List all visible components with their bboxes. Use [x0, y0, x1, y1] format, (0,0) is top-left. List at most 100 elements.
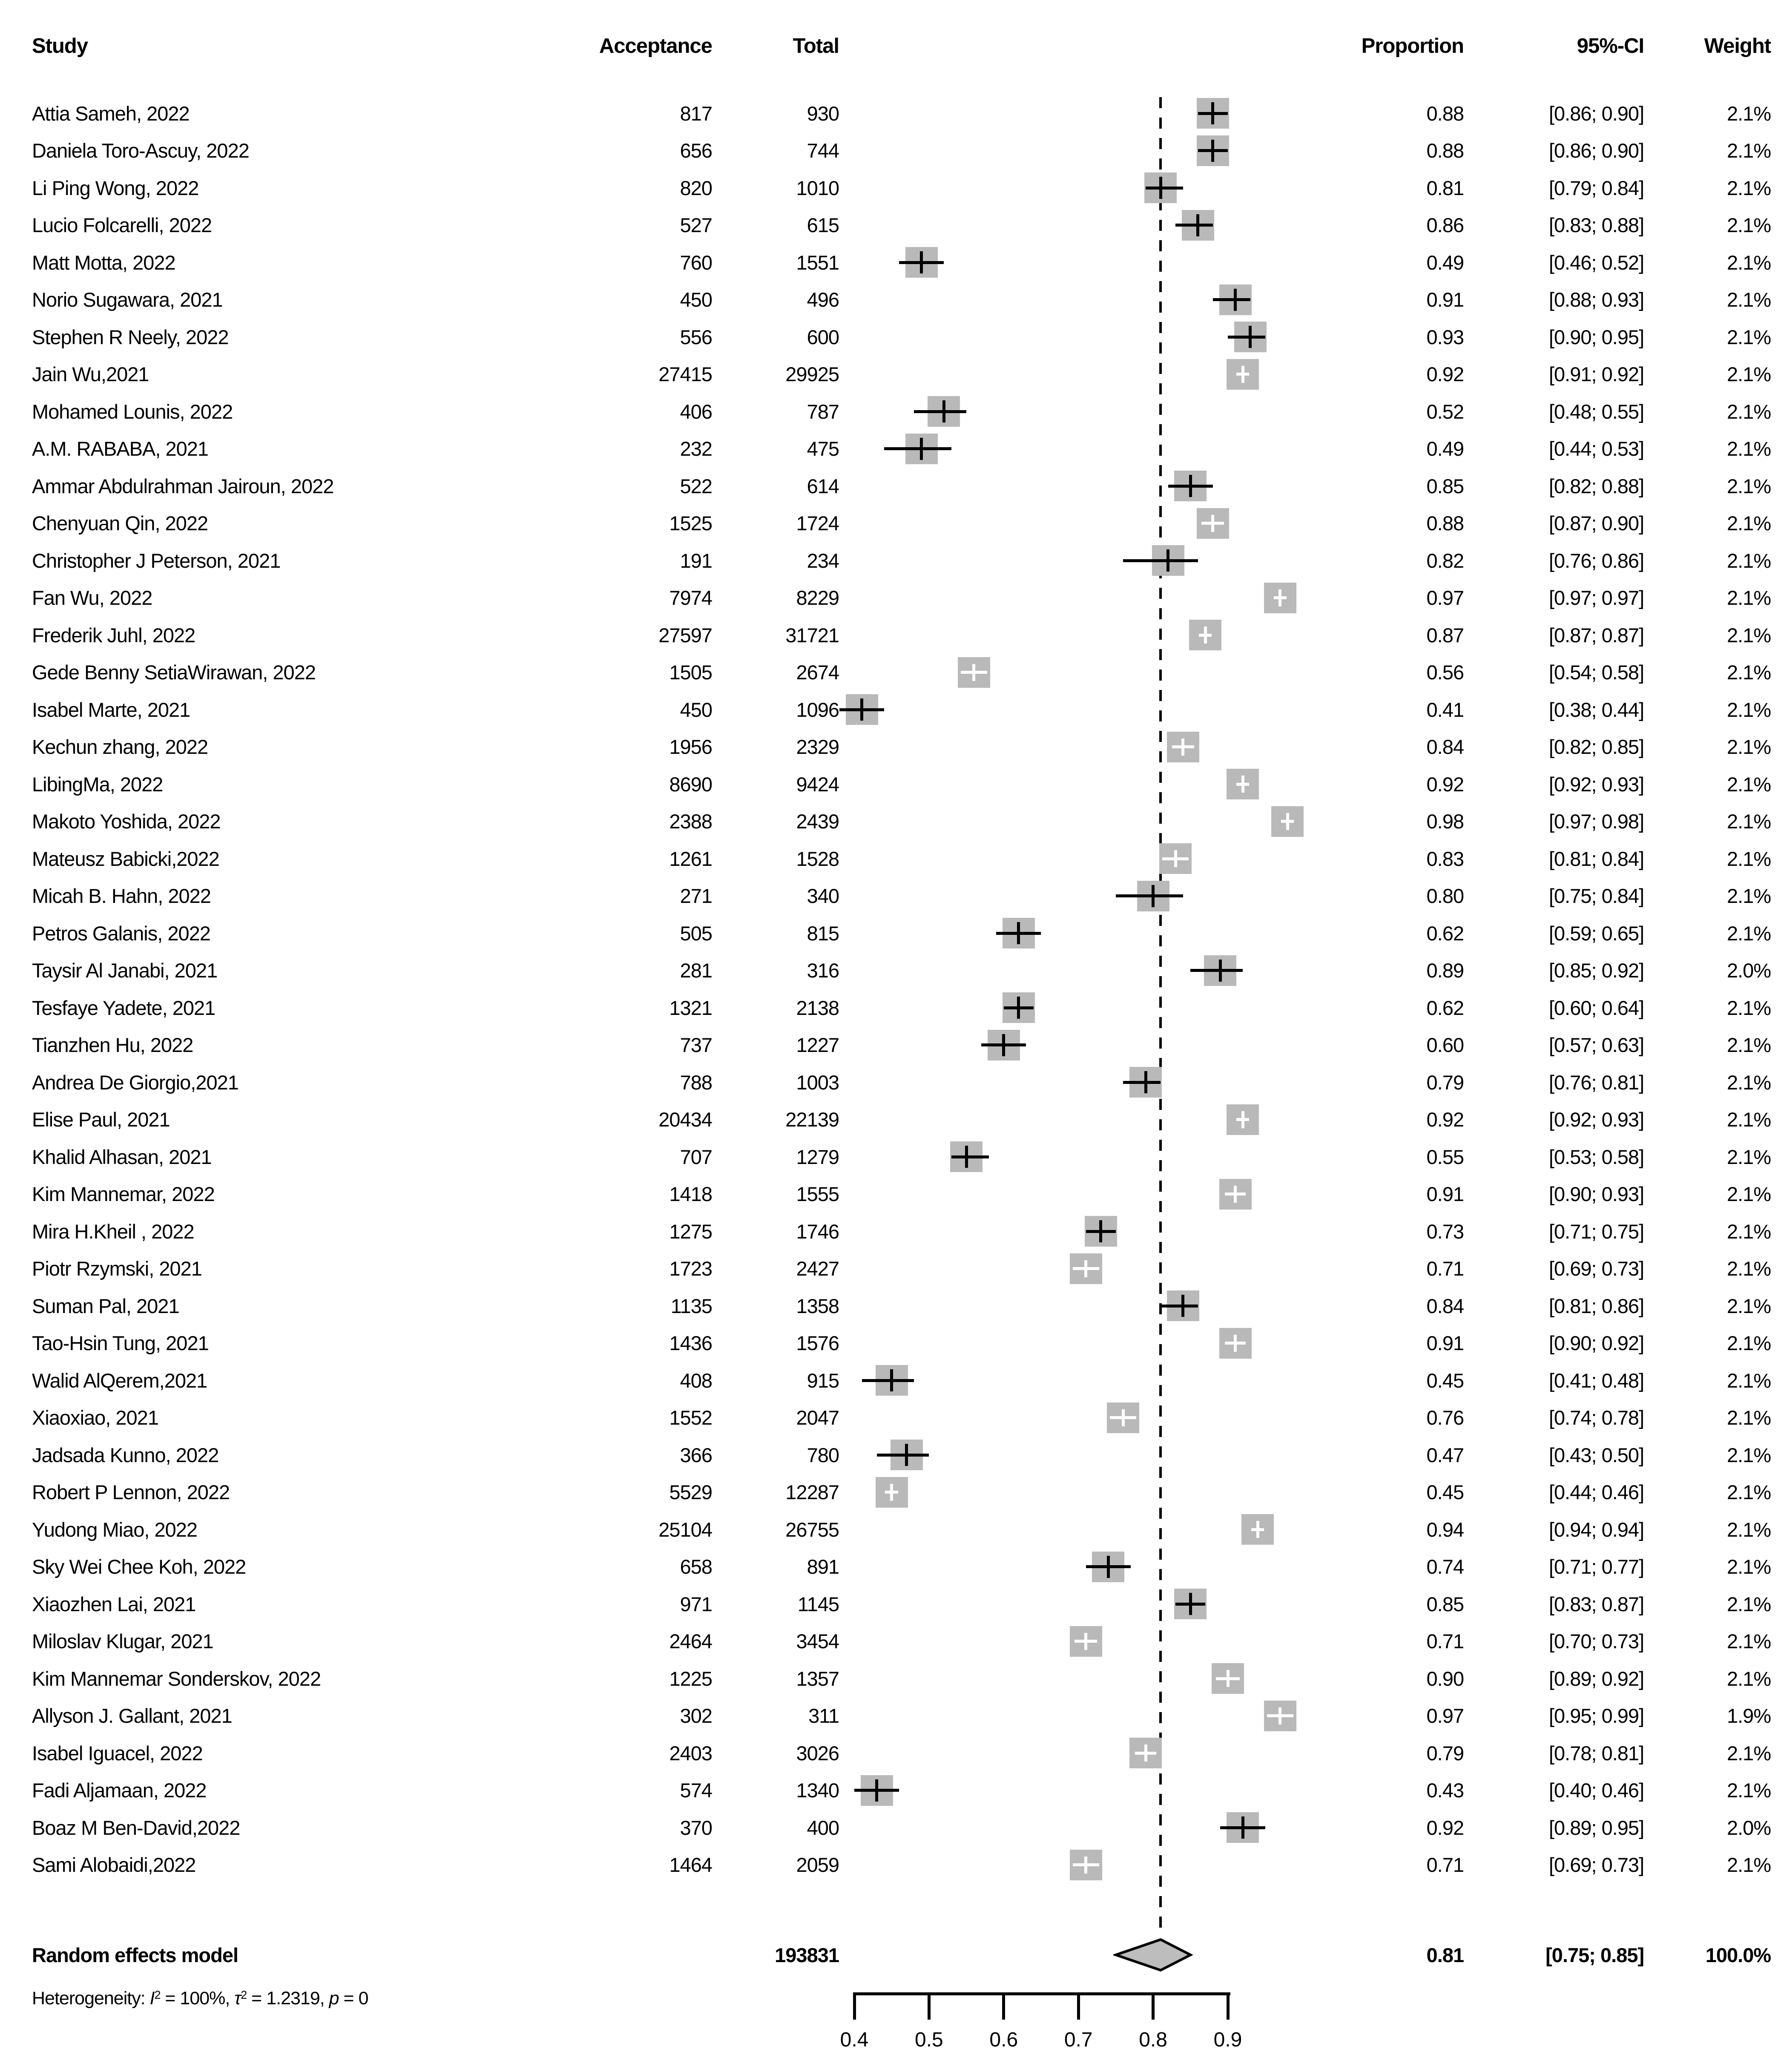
ci-value: [0.78; 0.81] — [1549, 1742, 1644, 1765]
acceptance-value: 2403 — [669, 1742, 713, 1765]
study-name: Mateusz Babicki,2022 — [32, 847, 220, 870]
acceptance-value: 1464 — [669, 1854, 713, 1876]
table-row: Fan Wu, 2022 7974 8229 0.97 [0.97; 0.97]… — [0, 579, 1787, 617]
weight-value: 2.1% — [1727, 698, 1771, 721]
ci-line — [1123, 559, 1198, 562]
proportion-value: 0.92 — [1426, 773, 1464, 796]
total-value: 31721 — [785, 624, 839, 647]
total-value: 1358 — [796, 1294, 839, 1317]
study-name: Ammar Abdulrahman Jairoun, 2022 — [32, 474, 334, 497]
table-row: Tianzhen Hu, 2022 737 1227 0.60 [0.57; 0… — [0, 1026, 1787, 1064]
proportion-value: 0.79 — [1426, 1742, 1464, 1765]
total-value: 2329 — [796, 736, 839, 758]
ci-value: [0.81; 0.84] — [1549, 847, 1644, 870]
point-estimate-tick — [1249, 326, 1252, 348]
table-row: Elise Paul, 2021 20434 22139 0.92 [0.92;… — [0, 1101, 1787, 1138]
total-value: 2427 — [796, 1257, 839, 1280]
proportion-value: 0.84 — [1426, 736, 1464, 758]
proportion-value: 0.45 — [1426, 1481, 1464, 1503]
study-name: Mohamed Lounis, 2022 — [32, 400, 233, 423]
study-name: Attia Sameh, 2022 — [32, 102, 190, 125]
ci-value: [0.91; 0.92] — [1549, 363, 1644, 385]
acceptance-value: 366 — [680, 1443, 713, 1466]
point-estimate-tick — [1218, 959, 1222, 982]
table-row: Matt Motta, 2022 760 1551 0.49 [0.46; 0.… — [0, 244, 1787, 281]
acceptance-value: 737 — [680, 1034, 713, 1056]
total-value: 787 — [807, 400, 839, 423]
total-value: 8229 — [796, 586, 839, 609]
acceptance-value: 281 — [680, 959, 713, 982]
table-row: Robert P Lennon, 2022 5529 12287 0.45 [0… — [0, 1474, 1787, 1511]
acceptance-value: 191 — [680, 549, 713, 572]
proportion-value: 0.92 — [1426, 1108, 1464, 1131]
total-value: 9424 — [796, 773, 839, 796]
proportion-value: 0.49 — [1426, 251, 1464, 274]
acceptance-value: 450 — [680, 698, 713, 721]
ci-value: [0.89; 0.95] — [1549, 1816, 1644, 1839]
study-name: Matt Motta, 2022 — [32, 251, 176, 274]
total-value: 1340 — [796, 1779, 839, 1802]
header-ci: 95%-CI — [1577, 34, 1644, 57]
total-value: 1724 — [796, 512, 839, 535]
het-tau-symbol: τ — [234, 1988, 241, 2009]
total-value: 1145 — [797, 1592, 839, 1615]
weight-value: 2.1% — [1727, 624, 1771, 647]
acceptance-value: 1505 — [669, 661, 713, 684]
study-name: LibingMa, 2022 — [32, 773, 163, 796]
table-row: Kim Mannemar Sonderskov, 2022 1225 1357 … — [0, 1660, 1787, 1697]
point-estimate-tick — [1181, 738, 1185, 756]
table-row: Mateusz Babicki,2022 1261 1528 0.83 [0.8… — [0, 840, 1787, 877]
total-value: 3454 — [796, 1630, 839, 1652]
acceptance-value: 1321 — [669, 996, 713, 1019]
proportion-value: 0.81 — [1426, 176, 1464, 199]
ci-value: [0.60; 0.64] — [1549, 996, 1644, 1019]
proportion-value: 0.60 — [1426, 1034, 1464, 1056]
het-seg1: = 100%, — [160, 1988, 235, 2009]
proportion-value: 0.82 — [1426, 549, 1464, 572]
total-value: 234 — [807, 549, 839, 572]
proportion-value: 0.87 — [1426, 624, 1464, 647]
study-name: Taysir Al Janabi, 2021 — [32, 959, 218, 982]
point-estimate-tick — [860, 698, 864, 721]
study-name: Micah B. Hahn, 2022 — [32, 885, 211, 907]
acceptance-value: 1418 — [669, 1183, 713, 1205]
proportion-value: 0.90 — [1426, 1667, 1464, 1690]
ci-value: [0.46; 0.52] — [1549, 251, 1644, 274]
point-estimate-tick — [1196, 214, 1200, 236]
proportion-value: 0.55 — [1426, 1145, 1464, 1168]
het-seg3: = 0 — [339, 1988, 369, 2009]
ci-line — [1123, 1081, 1161, 1084]
total-value: 2047 — [796, 1406, 839, 1429]
weight-value: 2.1% — [1727, 1443, 1771, 1466]
proportion-value: 0.88 — [1426, 102, 1464, 125]
point-estimate-tick — [1181, 1295, 1185, 1317]
proportion-value: 0.71 — [1426, 1854, 1464, 1876]
total-value: 2059 — [796, 1854, 839, 1876]
total-value: 780 — [807, 1443, 839, 1466]
study-name: Robert P Lennon, 2022 — [32, 1481, 230, 1503]
weight-value: 2.1% — [1727, 1555, 1771, 1578]
acceptance-value: 760 — [680, 251, 713, 274]
weight-value: 2.1% — [1727, 1518, 1771, 1541]
ci-value: [0.69; 0.73] — [1549, 1854, 1644, 1876]
acceptance-value: 2464 — [669, 1630, 713, 1652]
summary-row: Random effects model 193831 0.81 [0.75; … — [0, 1936, 1787, 1974]
study-name: Stephen R Neely, 2022 — [32, 325, 229, 348]
study-name: Khalid Alhasan, 2021 — [32, 1145, 212, 1168]
point-estimate-tick — [1017, 922, 1020, 944]
point-estimate-tick — [1189, 475, 1192, 497]
study-name: Kechun zhang, 2022 — [32, 736, 208, 758]
table-row: Isabel Iguacel, 2022 2403 3026 0.79 [0.7… — [0, 1734, 1787, 1772]
weight-value: 2.1% — [1727, 1220, 1771, 1243]
ci-value: [0.43; 0.50] — [1549, 1443, 1644, 1466]
ci-value: [0.97; 0.97] — [1549, 586, 1644, 609]
ci-value: [0.76; 0.81] — [1549, 1071, 1644, 1094]
table-row: Piotr Rzymski, 2021 1723 2427 0.71 [0.69… — [0, 1250, 1787, 1287]
point-estimate-tick — [965, 1146, 968, 1168]
study-name: Kim Mannemar, 2022 — [32, 1183, 215, 1205]
ci-line — [951, 1155, 989, 1158]
x-axis-tick-label: 0.9 — [1213, 2029, 1242, 2051]
weight-value: 2.1% — [1727, 1742, 1771, 1765]
ci-line — [1190, 969, 1243, 972]
table-row: Khalid Alhasan, 2021 707 1279 0.55 [0.53… — [0, 1138, 1787, 1175]
